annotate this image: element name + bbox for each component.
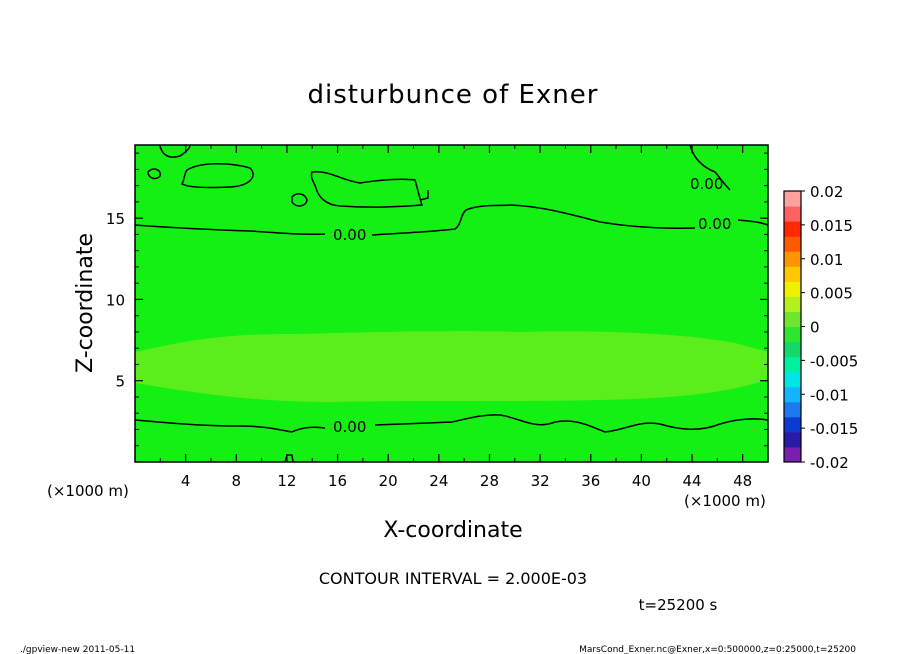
x-tick-label: 28 (480, 472, 499, 490)
contour-field (135, 145, 768, 462)
colorbar-segment (784, 416, 801, 433)
footer-left: ./gpview-new 2011-05-11 (20, 645, 135, 654)
plot-frame (134, 144, 769, 463)
colorbar-tick-label: 0 (810, 319, 820, 337)
contour-closed (291, 193, 308, 207)
x-unit-left: (×1000 m) (47, 482, 129, 500)
contour-label: 0.00 (690, 175, 723, 193)
colorbar-segment (784, 371, 801, 388)
contour-labels: 0.00 0.00 0.00 0.00 (333, 175, 731, 436)
x-tick-label: 48 (733, 472, 752, 490)
contour-lines (134, 144, 769, 463)
colorbar-segment (784, 431, 801, 448)
y-axis-label: Z-coordinate (73, 233, 98, 373)
contour-line (689, 144, 731, 191)
colorbar-tick-label: 0.015 (810, 217, 853, 235)
x-tick-label: 24 (429, 472, 448, 490)
colorbar-segment (784, 251, 801, 267)
contour-line (737, 219, 769, 226)
colorbar-tick-label: -0.005 (810, 352, 858, 370)
contour-label: 0.00 (333, 418, 366, 436)
y-axis: 5 10 15 (106, 152, 768, 447)
time-text: t=25200 s (639, 596, 718, 614)
colorbar-tick-label: -0.015 (810, 420, 858, 438)
colorbar-segment (784, 401, 801, 418)
colorbar-tick-label: 0.02 (810, 183, 843, 201)
footer-right: MarsCond_Exner.nc@Exner,x=0:500000,z=0:2… (579, 645, 856, 654)
contour-label: 0.00 (333, 226, 366, 244)
colorbar-segment (784, 326, 801, 343)
contour-interval-text: CONTOUR INTERVAL = 2.000E-03 (319, 569, 587, 588)
x-tick-label: 44 (682, 472, 701, 490)
contour-line (284, 454, 294, 463)
y-tick-label: 15 (106, 210, 125, 228)
colorbar-segment (784, 236, 801, 252)
contour-line (374, 414, 769, 433)
colorbar-segment (784, 446, 801, 463)
colorbar-segment (784, 356, 801, 373)
colorbar-tick-label: -0.01 (810, 386, 849, 404)
colorbar-segment (784, 341, 801, 358)
y-tick-label: 10 (106, 291, 125, 309)
contour-label: 0.00 (698, 215, 731, 233)
x-axis: 4 8 12 16 20 24 28 32 36 40 44 48 (159, 145, 752, 490)
x-tick-label: 40 (632, 472, 651, 490)
colorbar-segment (784, 281, 801, 297)
chart-title: disturbunce of Exner (308, 80, 599, 110)
colorbar-segment (784, 266, 801, 282)
x-tick-label: 8 (232, 472, 242, 490)
colorbar-tick-label: 0.005 (810, 285, 853, 303)
contour-line (371, 204, 696, 236)
colorbar-segment (784, 386, 801, 403)
colorbar-segment (784, 311, 801, 327)
colorbar-segment (784, 296, 801, 312)
colorbar-tick-label: 0.01 (810, 251, 843, 269)
colorbar-tick-label: -0.02 (810, 454, 849, 472)
x-tick-label: 36 (581, 472, 600, 490)
contour-closed (180, 162, 254, 189)
x-tick-label: 12 (277, 472, 296, 490)
colorbar-segment (784, 221, 801, 237)
x-tick-label: 16 (328, 472, 347, 490)
x-tick-label: 4 (181, 472, 191, 490)
contour-line (419, 190, 429, 201)
x-tick-label: 20 (379, 472, 398, 490)
field-background (135, 145, 768, 462)
contour-closed (147, 168, 162, 180)
colorbar-segment (784, 191, 801, 207)
contour-closed (310, 171, 424, 208)
contour-line (134, 224, 326, 236)
positive-band (135, 331, 768, 402)
y-tick-label: 5 (115, 373, 125, 391)
x-tick-label: 32 (531, 472, 550, 490)
x-axis-label: X-coordinate (383, 518, 522, 543)
contour-line (134, 419, 326, 433)
x-unit-right: (×1000 m) (684, 492, 766, 510)
contour-line (159, 144, 191, 158)
colorbar-segment (784, 206, 801, 222)
colorbar: 0.02 0.015 0.01 0.005 0 -0.005 -0.01 -0.015 -0.0… (783, 183, 858, 472)
